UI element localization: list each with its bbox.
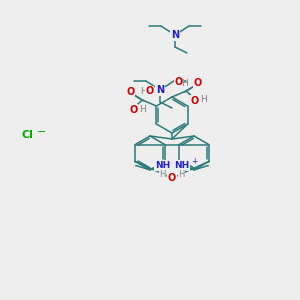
Text: Cl: Cl	[22, 130, 34, 140]
Text: H: H	[140, 88, 147, 97]
Text: +: +	[191, 157, 197, 166]
Text: O: O	[129, 105, 137, 115]
Text: O: O	[145, 86, 154, 96]
Text: O: O	[126, 87, 134, 97]
Text: H: H	[160, 170, 166, 179]
Text: N: N	[171, 30, 179, 40]
Text: H: H	[182, 79, 188, 88]
Text: O: O	[194, 78, 202, 88]
Text: NH: NH	[155, 161, 170, 170]
Text: −: −	[37, 127, 46, 137]
Text: H: H	[200, 95, 207, 104]
Text: H: H	[178, 170, 184, 179]
Text: O: O	[175, 77, 183, 87]
Text: NH: NH	[174, 161, 189, 170]
Text: O: O	[168, 173, 176, 183]
Text: H: H	[140, 106, 146, 115]
Text: N: N	[156, 85, 164, 95]
Text: O: O	[191, 96, 199, 106]
